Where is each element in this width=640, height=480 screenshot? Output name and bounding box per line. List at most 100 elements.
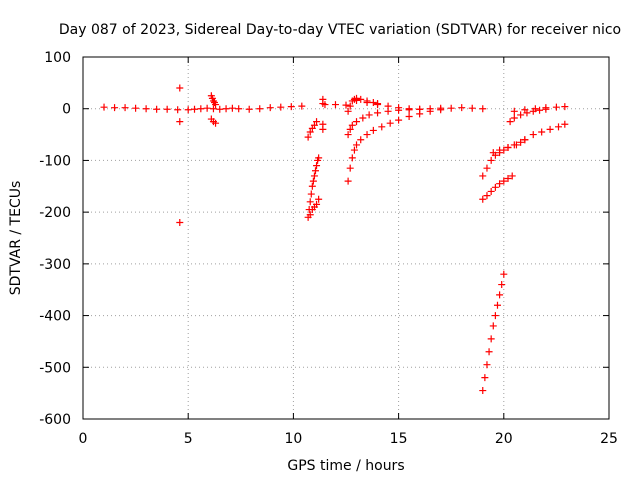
series	[184, 104, 243, 114]
data-point	[468, 104, 476, 112]
data-point	[245, 105, 253, 113]
chart-title: Day 087 of 2023, Sidereal Day-to-day VTE…	[59, 22, 621, 38]
data-point	[483, 361, 491, 369]
data-point	[163, 105, 171, 113]
data-point	[458, 104, 466, 112]
data-point	[405, 112, 413, 120]
data-point	[489, 322, 497, 330]
data-point	[500, 270, 508, 278]
data-point	[416, 105, 424, 113]
data-point	[235, 105, 243, 113]
x-tick-label: 15	[390, 431, 408, 447]
data-point	[483, 164, 491, 172]
data-point	[496, 180, 504, 188]
data-point	[487, 335, 495, 343]
data-point	[517, 111, 525, 119]
data-point	[216, 105, 224, 113]
data-point	[529, 131, 537, 139]
series	[319, 95, 327, 133]
data-point	[344, 107, 352, 115]
data-point	[384, 107, 392, 115]
data-point	[542, 105, 550, 113]
data-point	[386, 119, 394, 127]
data-point	[315, 195, 323, 203]
data-point	[487, 156, 495, 164]
data-point	[447, 104, 455, 112]
y-axis-label: SDTVAR / TECUs	[8, 181, 24, 296]
x-tick-label: 5	[184, 431, 193, 447]
data-point	[142, 105, 150, 113]
data-point	[521, 136, 529, 144]
data-point	[319, 100, 327, 108]
data-point	[510, 114, 518, 122]
data-point	[346, 102, 354, 110]
data-point	[174, 106, 182, 114]
series	[510, 103, 569, 115]
data-point	[517, 138, 525, 146]
data-point	[100, 103, 108, 111]
data-point	[212, 119, 220, 127]
series	[304, 118, 321, 141]
series	[479, 172, 516, 203]
y-tick-label: -400	[39, 309, 71, 325]
data-point	[121, 104, 129, 112]
data-point	[365, 111, 373, 119]
data-point	[306, 198, 314, 206]
data-point	[228, 104, 236, 112]
data-point	[298, 102, 306, 110]
data-point	[561, 103, 569, 111]
y-tick-label: -200	[39, 205, 71, 221]
data-point	[357, 95, 365, 103]
data-point	[212, 101, 220, 109]
data-point	[313, 200, 321, 208]
data-point	[437, 106, 445, 114]
data-point	[500, 177, 508, 185]
data-point	[222, 105, 230, 113]
series	[306, 195, 323, 219]
data-point	[485, 348, 493, 356]
data-point	[561, 120, 569, 128]
data-point	[308, 182, 316, 190]
data-point	[176, 118, 184, 126]
series	[304, 154, 323, 221]
data-point	[310, 121, 318, 129]
series	[176, 84, 184, 226]
data-point	[479, 172, 487, 180]
data-point	[153, 105, 161, 113]
data-point	[306, 211, 314, 219]
data-point	[491, 312, 499, 320]
data-point	[481, 374, 489, 382]
data-point	[363, 97, 371, 105]
data-point	[287, 103, 295, 111]
data-point	[496, 146, 504, 154]
data-point	[374, 109, 382, 117]
series	[245, 102, 306, 113]
series	[100, 103, 182, 114]
data-point	[348, 154, 356, 162]
data-point	[510, 107, 518, 115]
data-point	[319, 125, 327, 133]
x-axis-label: GPS time / hours	[287, 458, 404, 474]
data-point	[344, 131, 352, 139]
data-point	[277, 103, 285, 111]
data-point	[536, 106, 544, 114]
data-point	[504, 144, 512, 151]
data-point	[309, 177, 317, 185]
data-point	[184, 106, 192, 114]
data-point	[504, 175, 512, 183]
data-point	[203, 104, 211, 112]
data-point	[538, 128, 546, 136]
ticks: 0 5 10 15 20 25 100 0 -100 -200 -300 -400 -500 -600	[39, 50, 618, 447]
data-point	[529, 107, 537, 115]
data-point	[310, 172, 318, 180]
data-point	[378, 123, 386, 131]
data-point	[496, 291, 504, 299]
series	[344, 106, 445, 185]
data-point	[348, 121, 356, 129]
data-point	[405, 106, 413, 114]
data-point	[313, 118, 321, 126]
data-points	[100, 84, 569, 395]
y-tick-label: 100	[44, 50, 71, 66]
data-point	[508, 172, 516, 180]
